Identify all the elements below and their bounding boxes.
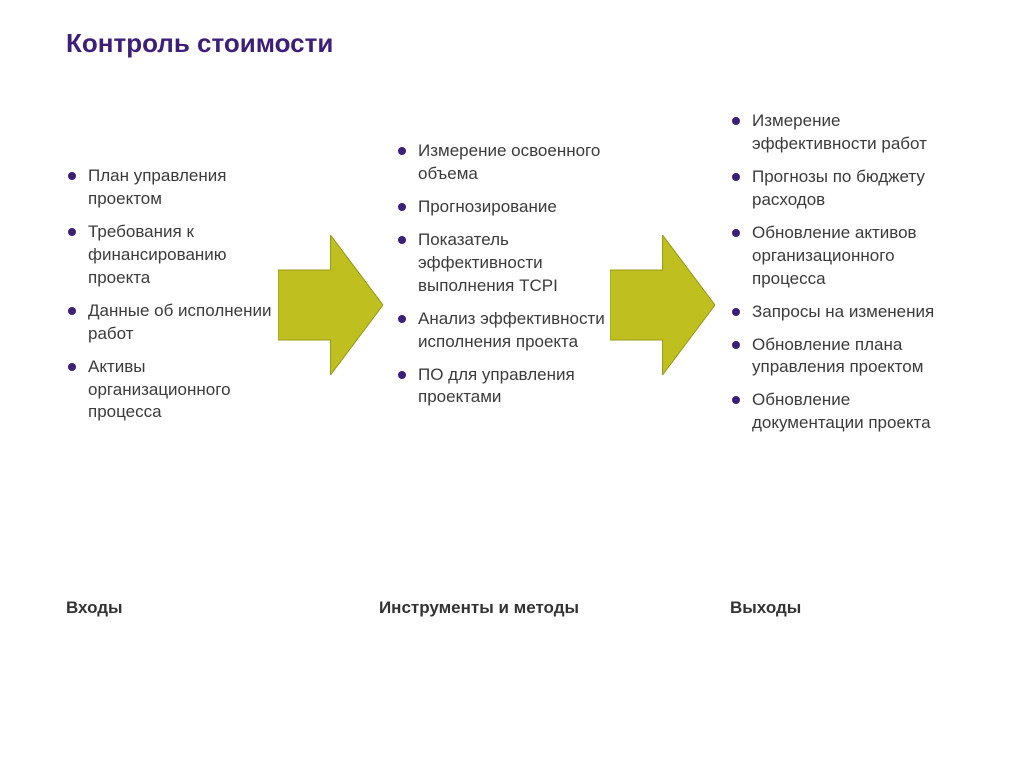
column-label-outputs: Выходы	[730, 598, 940, 618]
list-item: План управления проектом	[66, 165, 276, 211]
list-item: Измерение освоенного объема	[396, 140, 606, 186]
list-item: Прогнозы по бюджету расходов	[730, 166, 940, 212]
column-label-tools: Инструменты и методы	[374, 598, 584, 618]
page-title: Контроль стоимости	[66, 28, 333, 59]
list-item: ПО для управления проектами	[396, 364, 606, 410]
list-item: Измерение эффективности работ	[730, 110, 940, 156]
column-inputs: План управления проектом Требования к фин…	[66, 165, 276, 434]
list-item: Требования к финансированию проекта	[66, 221, 276, 290]
list-item: Обновление плана управления проектом	[730, 334, 940, 380]
arrow-2	[610, 235, 715, 375]
column-outputs: Измерение эффективности работ Прогнозы по…	[730, 110, 940, 445]
list-item: Запросы на изменения	[730, 301, 940, 324]
arrow-1	[278, 235, 383, 375]
list-item: Прогнозирование	[396, 196, 606, 219]
list-item: Анализ эффективности исполнения проекта	[396, 308, 606, 354]
list-item: Активы организационного процесса	[66, 356, 276, 425]
list-item: Обновление документации проекта	[730, 389, 940, 435]
list-item: Обновление активов организационного проц…	[730, 222, 940, 291]
list-item: Показатель эффективности выполнения TCPI	[396, 229, 606, 298]
column-label-inputs: Входы	[66, 598, 276, 618]
column-tools: Измерение освоенного объема Прогнозирован…	[396, 140, 606, 419]
list-item: Данные об исполнении работ	[66, 300, 276, 346]
